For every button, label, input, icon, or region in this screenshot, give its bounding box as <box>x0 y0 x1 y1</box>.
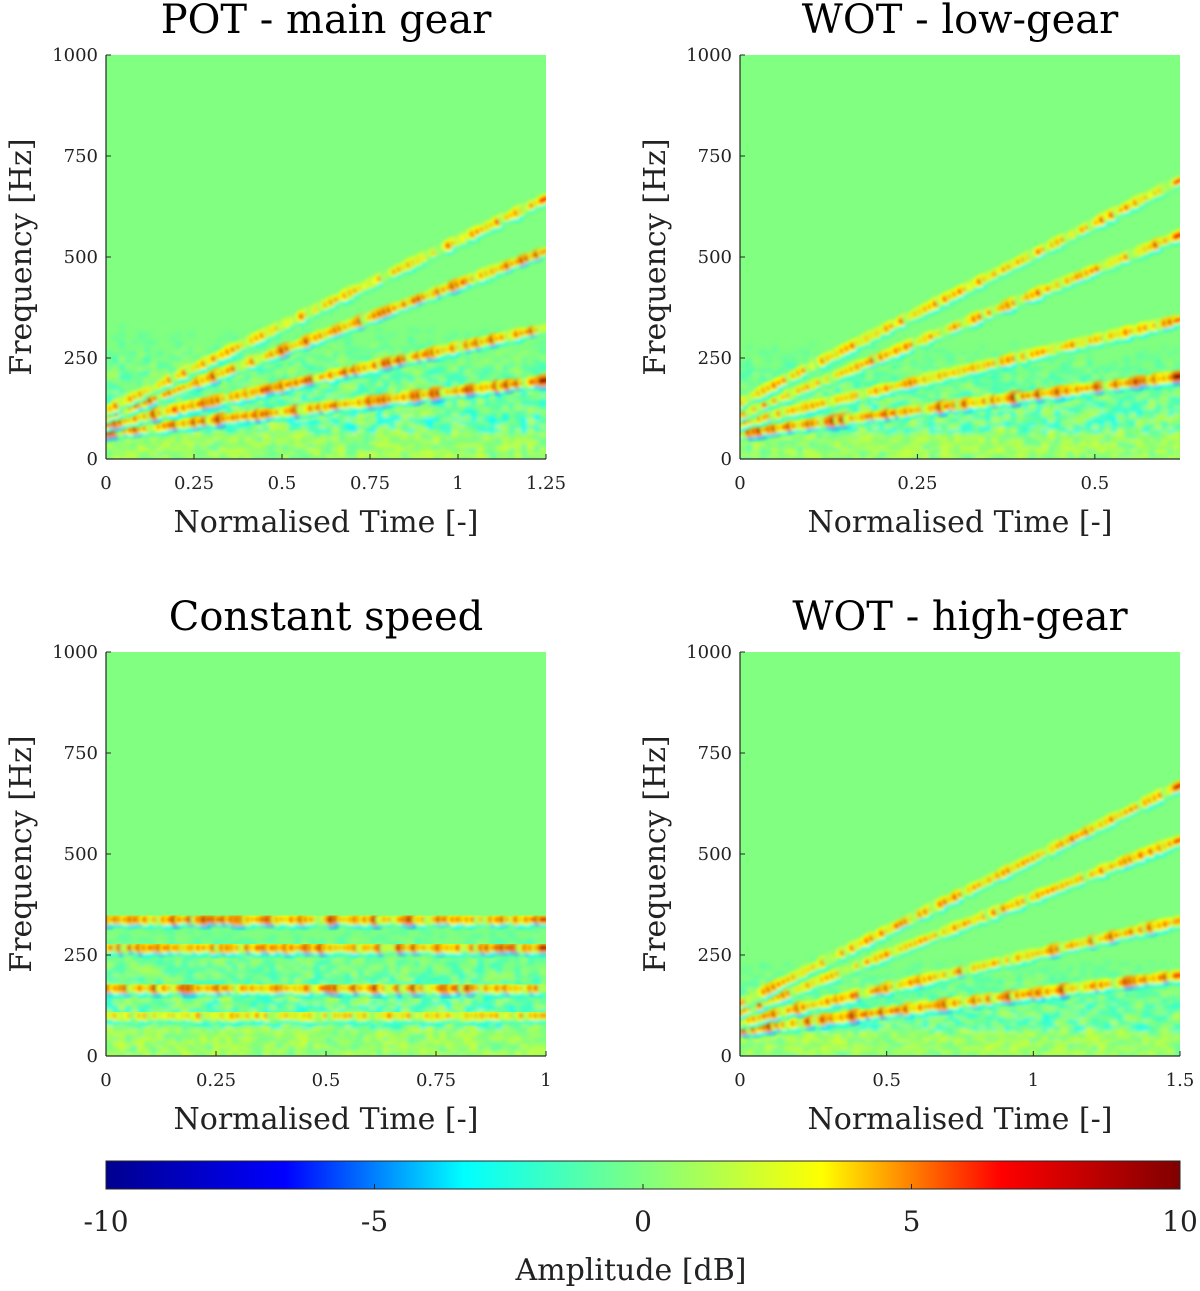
y-tick-label: 0 <box>721 449 732 470</box>
x-tick-label: 1.25 <box>526 473 566 494</box>
order-band-2 <box>740 915 1180 1031</box>
y-tick-label: 250 <box>64 945 98 966</box>
order-band-4 <box>740 176 1180 412</box>
spectrogram-image <box>740 176 1180 459</box>
x-tick-label: 0.25 <box>897 473 937 494</box>
panel-wot-high-gear: 0 0.5 1 1.5 0 250 500 750 1000 WOT - high-gear Nor… <box>638 594 1194 1137</box>
order-band-2 <box>740 315 1180 433</box>
colorbar-tick-label: -5 <box>361 1205 388 1238</box>
y-tick-label: 500 <box>64 844 98 865</box>
colorbar-tick-label: 10 <box>1162 1205 1198 1238</box>
x-axis-label: Normalised Time [-] <box>808 505 1113 540</box>
spectrogram-image <box>106 913 546 1056</box>
x-axis-label: Normalised Time [-] <box>174 1102 479 1137</box>
colorbar-tick-label: 5 <box>903 1205 921 1238</box>
order-band-2 <box>106 981 546 999</box>
colorbar-label: Amplitude [dB] <box>514 1253 746 1288</box>
y-tick-label: 1000 <box>686 45 732 66</box>
chart-title: WOT - high-gear <box>792 594 1128 640</box>
y-axis-label: Frequency [Hz] <box>4 735 39 972</box>
y-tick-label: 250 <box>698 348 732 369</box>
order-band-1 <box>740 969 1180 1038</box>
colorbar: -10 -5 0 5 10 Amplitude [dB] <box>83 1160 1198 1288</box>
y-tick-label: 750 <box>64 743 98 764</box>
y-tick-label: 1000 <box>52 45 98 66</box>
x-axis-label: Normalised Time [-] <box>808 1102 1113 1137</box>
x-tick-label: 0 <box>100 1070 111 1091</box>
x-tick-label: 0.5 <box>1081 473 1110 494</box>
y-tick-label: 1000 <box>52 642 98 663</box>
x-tick-label: 0.5 <box>872 1070 901 1091</box>
x-axis-label: Normalised Time [-] <box>174 505 479 540</box>
spectrogram-image <box>106 193 546 459</box>
x-tick-label: 0.25 <box>196 1070 236 1091</box>
x-tick-label: 0.5 <box>312 1070 341 1091</box>
order-band-4 <box>740 780 1180 1011</box>
y-tick-label: 750 <box>64 146 98 167</box>
y-tick-label: 0 <box>721 1046 732 1067</box>
colorbar-tick-label: -10 <box>83 1205 128 1238</box>
colorbar-tick-label: 0 <box>634 1205 652 1238</box>
y-tick-label: 250 <box>698 945 732 966</box>
chart-title: Constant speed <box>169 594 484 640</box>
order-band-3 <box>106 941 546 958</box>
y-tick-label: 500 <box>698 247 732 268</box>
y-axis-label: Frequency [Hz] <box>638 735 673 972</box>
order-band-4 <box>106 913 546 930</box>
panel-constant-speed: 0 0.25 0.5 0.75 1 0 250 500 750 1000 Constant spee… <box>4 594 552 1137</box>
x-tick-label: 0 <box>734 1070 745 1091</box>
order-band-1 <box>106 1009 546 1026</box>
x-tick-label: 0 <box>734 473 745 494</box>
y-tick-label: 500 <box>698 844 732 865</box>
x-tick-label: 1.5 <box>1166 1070 1195 1091</box>
chart-title: POT - main gear <box>161 0 493 43</box>
panel-wot-low-gear: 0 0.25 0.5 0 250 500 750 1000 WOT - low-gear Norm… <box>638 0 1180 540</box>
y-axis-label: Frequency [Hz] <box>4 138 39 375</box>
x-tick-label: 0.5 <box>268 473 297 494</box>
panel-pot-main-gear: 0 0.25 0.5 0.75 1 1.25 0 250 500 750 1000 POT - mai… <box>4 0 566 540</box>
y-tick-label: 250 <box>64 348 98 369</box>
y-tick-label: 0 <box>87 1046 98 1067</box>
order-band-1 <box>106 374 546 441</box>
x-tick-label: 0.75 <box>416 1070 456 1091</box>
x-tick-label: 0 <box>100 473 111 494</box>
y-tick-label: 1000 <box>686 642 732 663</box>
y-tick-label: 750 <box>698 146 732 167</box>
order-band-2 <box>106 322 546 433</box>
y-axis-label: Frequency [Hz] <box>638 138 673 375</box>
x-tick-label: 1 <box>1028 1070 1039 1091</box>
order-band-4 <box>106 193 546 417</box>
spectrogram-image <box>740 780 1180 1056</box>
x-tick-label: 0.75 <box>350 473 390 494</box>
x-tick-label: 1 <box>452 473 463 494</box>
chart-title: WOT - low-gear <box>802 0 1119 43</box>
y-tick-label: 750 <box>698 743 732 764</box>
order-band-3 <box>740 835 1180 1021</box>
x-tick-label: 1 <box>540 1070 551 1091</box>
x-tick-label: 0.25 <box>174 473 214 494</box>
y-tick-label: 500 <box>64 247 98 268</box>
order-band-1 <box>740 370 1180 442</box>
order-band-3 <box>740 229 1180 424</box>
y-tick-label: 0 <box>87 449 98 470</box>
